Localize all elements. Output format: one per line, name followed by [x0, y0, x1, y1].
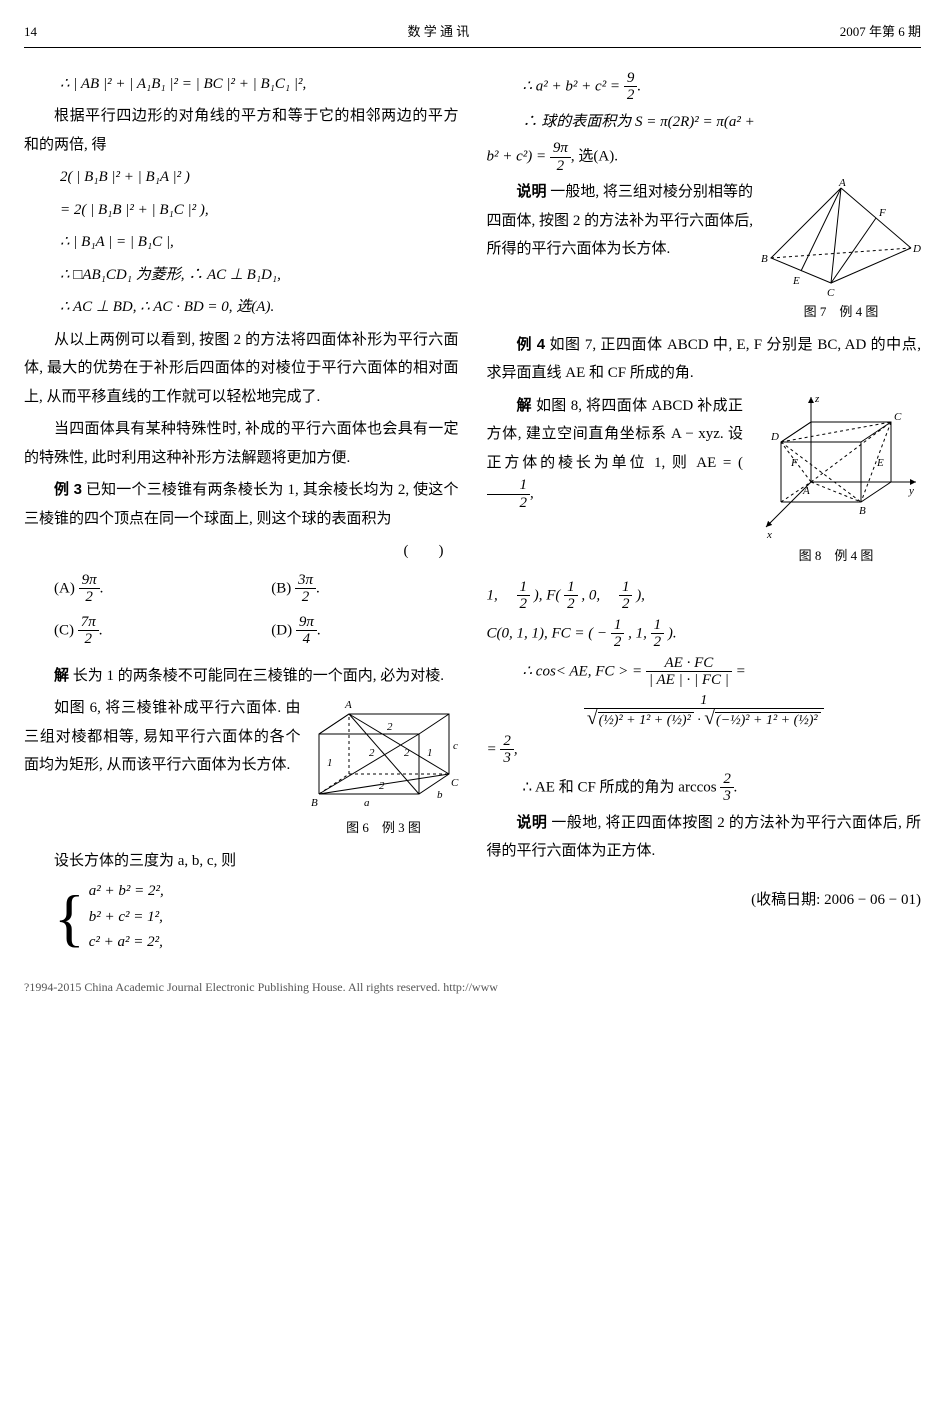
figure-7-caption: 图 7 例 4 图 — [761, 300, 921, 325]
option-b: (B) 3π2. — [241, 572, 458, 606]
blank-parens: ( ) — [24, 537, 459, 566]
figure-6: A B C a b c 2 2 2 2 1 1 图 6 例 3 图 — [309, 694, 459, 841]
svg-text:C: C — [451, 777, 459, 789]
example-heading: 例 4 如图 7, 正四面体 ABCD 中, E, F 分别是 BC, AD 的… — [487, 331, 922, 388]
svg-text:E: E — [876, 457, 884, 469]
svg-text:2: 2 — [387, 721, 393, 733]
equation: = 2( | B₁B |² + | B₁C |² ), — [60, 196, 459, 225]
svg-text:A: A — [344, 699, 352, 711]
svg-text:F: F — [790, 457, 798, 469]
svg-text:b: b — [437, 789, 443, 801]
svg-text:z: z — [814, 393, 820, 405]
equation: 2( | B₁B |² + | B₁A |² ) — [60, 163, 459, 192]
figure-8: A B C D E F x y z 图 8 例 4 图 — [751, 392, 921, 569]
equation: ∴ □AB₁CD₁ 为菱形, ∴ AC ⊥ B₁D₁, — [60, 261, 459, 290]
equation: ∴ a² + b² + c² = 92. — [523, 70, 922, 104]
note-paragraph: 说明 一般地, 将正四面体按图 2 的方法补为平行六面体后, 所得的平行六面体为… — [487, 809, 922, 866]
svg-text:y: y — [908, 485, 914, 497]
journal-title: 数 学 通 讯 — [407, 20, 469, 45]
big-fraction: 1 √(½)² + 1² + (½)² · √(−½)² + 1² + (½)² — [487, 693, 922, 729]
equation: ∴ AC ⊥ BD, ∴ AC · BD = 0, 选(A). — [60, 293, 459, 322]
figure-7: A B C D E F 图 7 例 4 图 — [761, 178, 921, 325]
paragraph: 从以上两例可以看到, 按图 2 的方法将四面体补形为平行六面体, 最大的优势在于… — [24, 326, 459, 412]
receipt-date: (收稿日期: 2006 − 06 − 01) — [487, 886, 922, 915]
svg-text:c: c — [453, 740, 458, 752]
equation-system: { a² + b² = 2², b² + c² = 1², c² + a² = … — [54, 879, 459, 956]
svg-text:a: a — [364, 797, 370, 809]
left-column: ∴ | AB |² + | A₁B₁ |² = | BC |² + | B₁C₁… — [24, 66, 459, 956]
svg-text:2: 2 — [369, 747, 375, 759]
example-label: 例 3 — [54, 481, 82, 498]
running-header: 14 数 学 通 讯 2007 年第 6 期 — [24, 20, 921, 48]
right-column: ∴ a² + b² + c² = 92. ∴ 球的表面积为 S = π(2R)²… — [487, 66, 922, 956]
paragraph: 根据平行四边形的对角线的平方和等于它的相邻两边的平方和的两倍, 得 — [24, 102, 459, 159]
svg-text:1: 1 — [327, 757, 333, 769]
svg-text:2: 2 — [404, 747, 410, 759]
svg-text:1: 1 — [427, 747, 433, 759]
equation: b² + c²) = 9π2, 选(A). — [487, 140, 922, 174]
mc-options: (A) 9π2. (B) 3π2. (C) 7π2. (D) 9π4. — [24, 572, 459, 656]
svg-text:2: 2 — [379, 780, 385, 792]
figure-7-svg: A B C D E F — [761, 178, 921, 298]
equation: ∴ | AB |² + | A₁B₁ |² = | BC |² + | B₁C₁… — [60, 70, 459, 99]
svg-text:B: B — [859, 505, 866, 517]
svg-text:D: D — [770, 431, 779, 443]
note-label: 说明 — [517, 814, 548, 831]
equation: ∴ 球的表面积为 S = π(2R)² = π(a² + — [523, 108, 922, 137]
page-number: 14 — [24, 20, 37, 45]
equation: C(0, 1, 1), FC = ( − 12 , 1, 12 ). — [487, 617, 922, 651]
figure-8-svg: A B C D E F x y z — [751, 392, 921, 542]
option-d: (D) 9π4. — [241, 614, 458, 648]
solve-label: 解 — [54, 667, 69, 684]
svg-text:E: E — [792, 275, 800, 287]
solve-label: 解 — [517, 397, 532, 414]
figure-8-caption: 图 8 例 4 图 — [751, 544, 921, 569]
note-label: 说明 — [517, 183, 547, 200]
equation: 1, 12 ), F( 12 , 0, 12 ), — [487, 579, 922, 613]
svg-text:C: C — [827, 287, 835, 298]
figure-6-caption: 图 6 例 3 图 — [309, 816, 459, 841]
svg-text:A: A — [802, 485, 810, 497]
equation: ∴ AE 和 CF 所成的角为 arccos 23. — [523, 771, 922, 805]
solution-paragraph: 解 长为 1 的两条棱不可能同在三棱锥的一个面内, 必为对棱. — [24, 662, 459, 691]
issue-label: 2007 年第 6 期 — [840, 20, 921, 45]
two-column-body: ∴ | AB |² + | A₁B₁ |² = | BC |² + | B₁C₁… — [24, 66, 921, 956]
svg-text:F: F — [878, 207, 886, 219]
svg-text:x: x — [766, 529, 772, 541]
option-a: (A) 9π2. — [24, 572, 241, 606]
svg-text:D: D — [912, 243, 921, 255]
svg-text:B: B — [761, 253, 768, 265]
option-c: (C) 7π2. — [24, 614, 241, 648]
svg-text:C: C — [894, 411, 902, 423]
figure-6-svg: A B C a b c 2 2 2 2 1 1 — [309, 694, 459, 814]
svg-text:A: A — [838, 178, 846, 189]
equation: ∴ cos< AE, FC > = AE · FC | AE | · | FC … — [523, 655, 922, 689]
equation: = 23, — [487, 733, 922, 767]
solution-paragraph: 设长方体的三度为 a, b, c, 则 — [24, 847, 459, 876]
equation: ∴ | B₁A | = | B₁C |, — [60, 228, 459, 257]
example-text: 已知一个三棱锥有两条棱长为 1, 其余棱长均为 2, 使这个三棱锥的四个顶点在同… — [24, 482, 459, 527]
example-label: 例 4 — [517, 336, 546, 353]
paragraph: 当四面体具有某种特殊性时, 补成的平行六面体也会具有一定的特殊性, 此时利用这种… — [24, 415, 459, 472]
publisher-footer: ?1994-2015 China Academic Journal Electr… — [24, 976, 921, 999]
svg-text:B: B — [311, 797, 318, 809]
example-heading: 例 3 已知一个三棱锥有两条棱长为 1, 其余棱长均为 2, 使这个三棱锥的四个… — [24, 476, 459, 533]
